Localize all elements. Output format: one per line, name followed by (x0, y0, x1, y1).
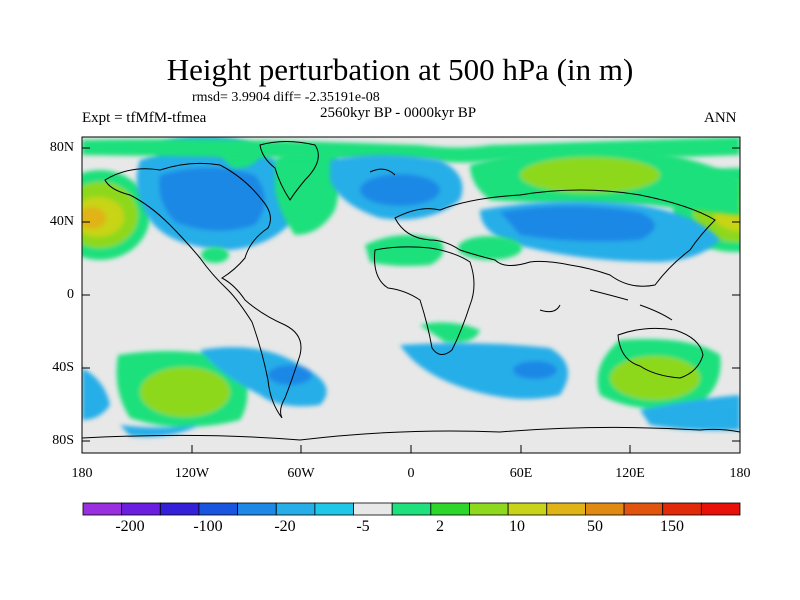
lat-label-40n: 40N (49, 214, 74, 229)
islands-coastline (369, 168, 673, 321)
colorbar-swatch (391, 502, 432, 516)
positive-anomaly-siberia (470, 147, 740, 215)
negative-anomaly-europe (330, 155, 463, 220)
period-label: 2560kyr BP - 0000kyr BP (320, 105, 477, 121)
colorbar-swatch (353, 502, 393, 516)
colorbar-label: 10 (509, 518, 525, 535)
colorbar-label: -5 (356, 518, 370, 535)
colorbar-swatch (546, 502, 586, 516)
colorbar-swatch (430, 502, 470, 516)
colorbar-label: -200 (115, 518, 145, 535)
americas-coastline (104, 162, 302, 419)
lon-label-180w: 180 (71, 466, 93, 481)
colorbar-swatch (82, 502, 123, 516)
eurasia-coastline (394, 189, 716, 287)
greenland-coastline (259, 141, 319, 201)
lon-label-120e: 120E (615, 466, 645, 481)
southern-hemisphere-anomalies (82, 322, 740, 437)
colorbar-swatch (662, 502, 702, 516)
colorbar-swatch (237, 502, 277, 516)
australia-coastline (617, 327, 704, 379)
contour-fill-layer (82, 137, 740, 437)
colorbar-swatch (314, 502, 354, 516)
lon-label-60w: 60W (287, 466, 315, 481)
colorbar-swatch (623, 502, 664, 516)
axis-ticks (81, 147, 741, 453)
colorbar-label: 2 (436, 518, 444, 535)
lon-label-120w: 120W (174, 466, 210, 481)
lat-label-40s: 40S (52, 360, 74, 375)
colorbar-swatch (198, 502, 238, 516)
antarctica-coastline (82, 426, 740, 441)
colorbar-label: 50 (587, 518, 603, 535)
colorbar-swatch (469, 502, 509, 516)
plot-title: Height perturbation at 500 hPa (in m) (166, 52, 634, 87)
colorbar (82, 502, 741, 516)
colorbar-label: -100 (193, 518, 223, 535)
rmsd-stats: rmsd= 3.9904 diff= -2.35191e-08 (192, 90, 380, 105)
lat-label-0: 0 (67, 287, 74, 302)
season-label: ANN (704, 110, 737, 126)
colorbar-swatch (585, 502, 625, 516)
negative-anomaly-asia (480, 201, 720, 262)
experiment-label: Expt = tfMfM-tfmea (82, 110, 207, 126)
colorbar-swatch (507, 502, 548, 516)
colorbar-label: 150 (660, 518, 684, 535)
lon-label-180e: 180 (729, 466, 751, 481)
lat-label-80s: 80S (52, 433, 74, 448)
colorbar-swatch (159, 502, 200, 516)
lon-label-60e: 60E (509, 466, 533, 481)
colorbar-swatch (121, 502, 161, 516)
colorbar-swatch (275, 502, 316, 516)
negative-anomaly-north-america (136, 137, 300, 250)
colorbar-swatch (700, 502, 741, 516)
coastlines (82, 141, 740, 441)
lat-label-80n: 80N (49, 140, 74, 155)
africa-coastline (374, 246, 475, 355)
lon-label-0: 0 (407, 466, 415, 481)
colorbar-label: -20 (274, 518, 296, 535)
